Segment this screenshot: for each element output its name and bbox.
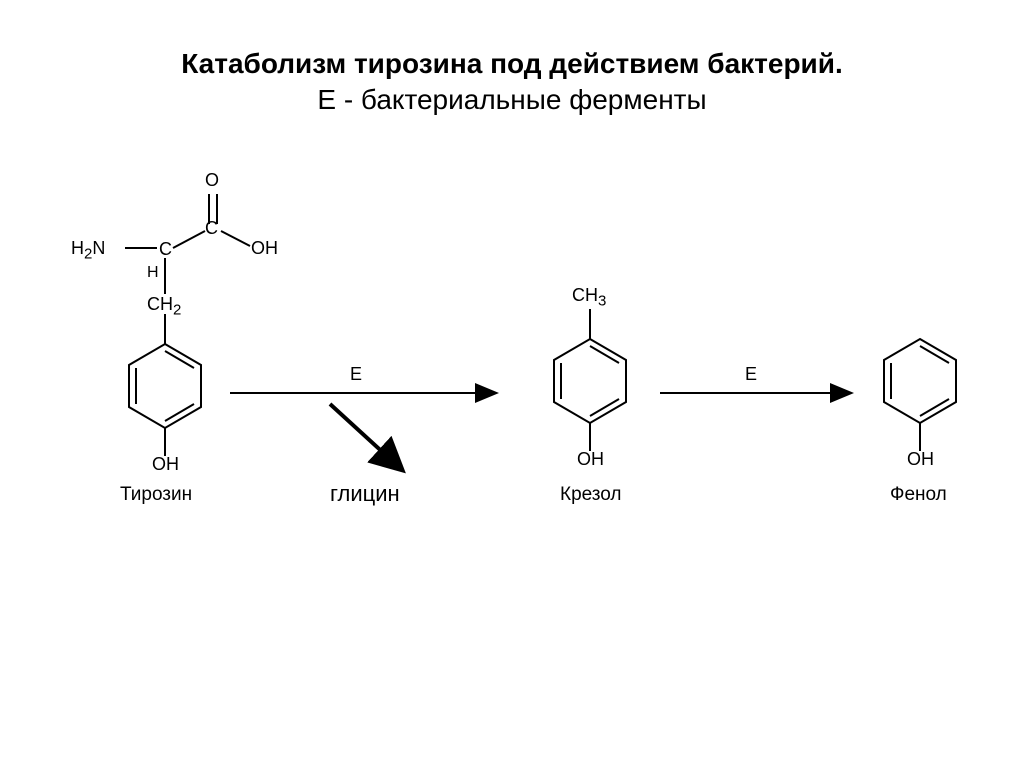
reaction-diagram: H2N C H C O OH CH2 OH Тирозин E глицин xyxy=(0,146,1024,646)
title-line1: Катаболизм тирозина под действием бактер… xyxy=(0,48,1024,80)
phenol-molecule: OH xyxy=(870,296,990,501)
phenol-oh-label: OH xyxy=(907,449,934,470)
title-area: Катаболизм тирозина под действием бактер… xyxy=(0,0,1024,116)
title-line2: Е - бактериальные ферменты xyxy=(0,84,1024,116)
phenol-name: Фенол xyxy=(890,484,947,506)
arrow2-label: E xyxy=(745,364,757,385)
